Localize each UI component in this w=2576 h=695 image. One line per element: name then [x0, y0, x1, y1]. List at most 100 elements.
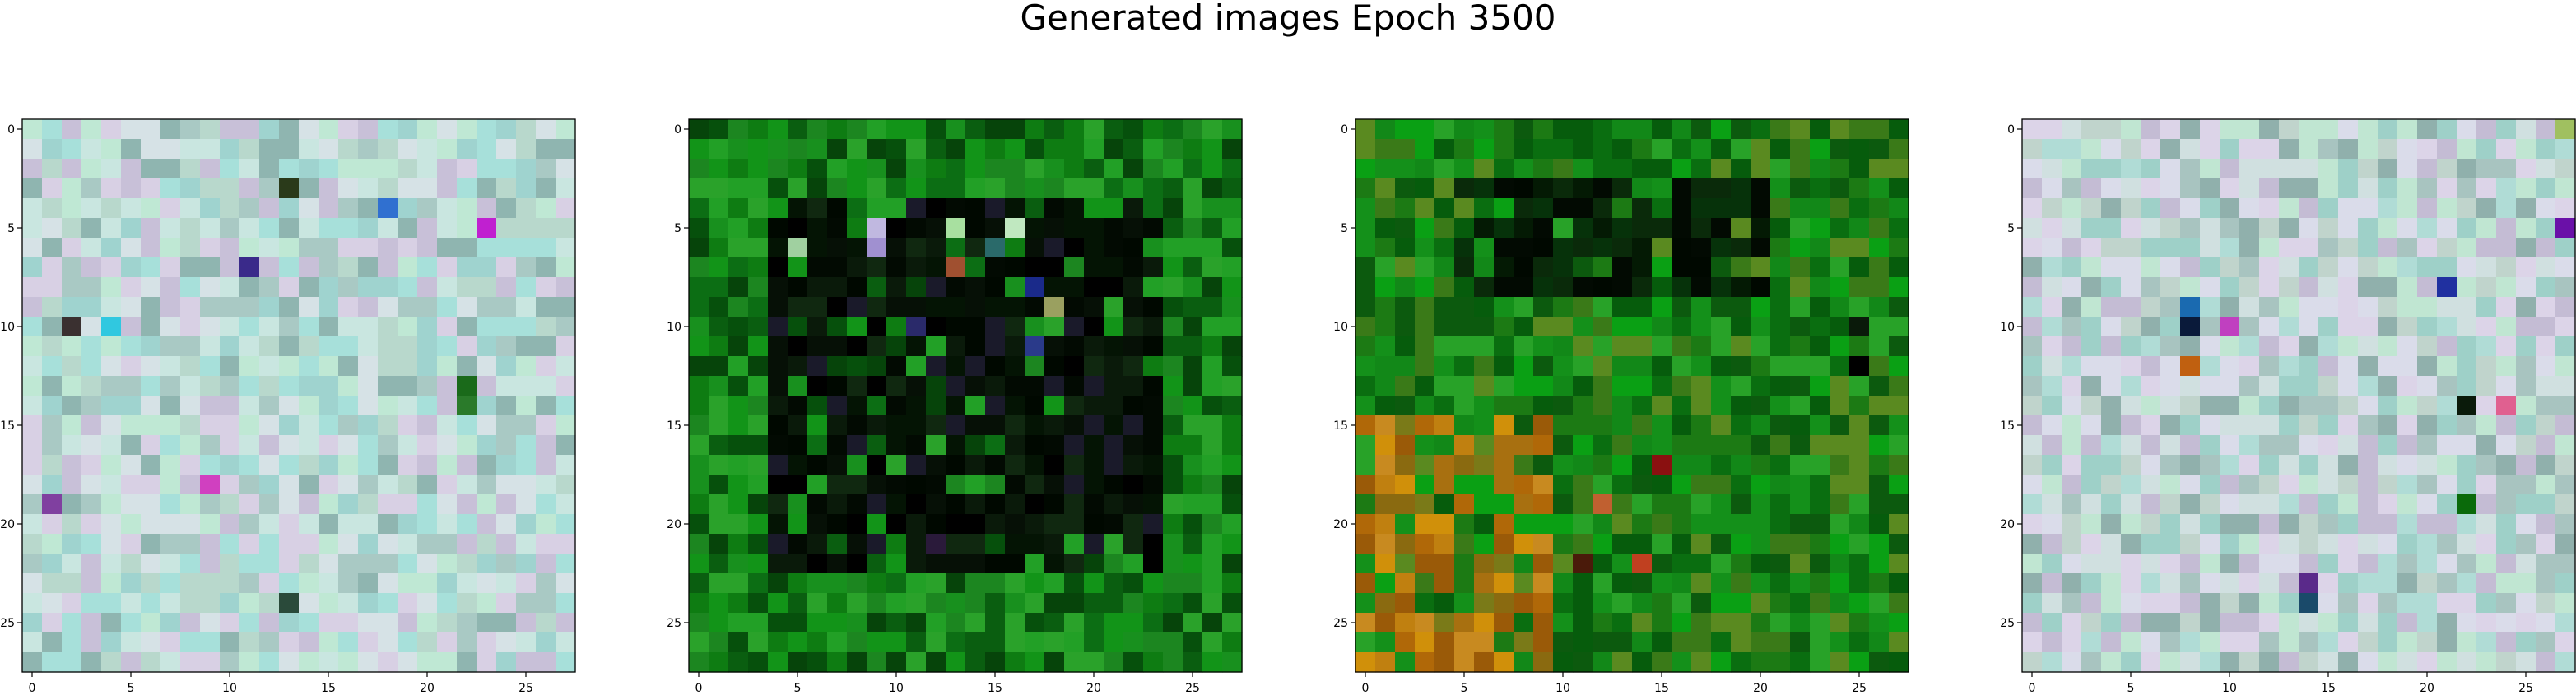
pixel-cell — [62, 396, 82, 416]
pixel-cell — [1731, 139, 1751, 160]
pixel-cell — [1533, 514, 1554, 535]
pixel-cell — [1415, 218, 1435, 239]
pixel-cell — [2536, 277, 2556, 298]
pixel-cell — [807, 554, 828, 574]
pixel-cell — [1632, 435, 1653, 456]
pixel-cell — [847, 238, 867, 258]
pixel-cell — [2555, 554, 2576, 574]
pixel-cell — [180, 159, 201, 179]
figure-title: Generated images Epoch 3500 — [1020, 0, 1556, 38]
pixel-cell — [926, 573, 946, 594]
pixel-cell — [437, 652, 458, 673]
pixel-cell — [42, 514, 63, 535]
x-tick-label: 5 — [1461, 682, 1468, 695]
pixel-cell — [338, 494, 359, 515]
pixel-cell — [1202, 534, 1223, 554]
pixel-cell — [1375, 376, 1396, 396]
pixel-cell — [417, 356, 438, 377]
pixel-cell — [358, 119, 379, 140]
pixel-cell — [1889, 554, 1909, 574]
pixel-cell — [1672, 554, 1692, 574]
pixel-cell — [1005, 297, 1025, 317]
pixel-cell — [2397, 475, 2418, 495]
pixel-cell — [1790, 652, 1811, 673]
pixel-cell — [1869, 435, 1890, 456]
pixel-cell — [1434, 652, 1455, 673]
pixel-cell — [867, 396, 887, 416]
pixel-cell — [2220, 415, 2240, 436]
pixel-cell — [279, 514, 300, 535]
pixel-cell — [259, 336, 280, 357]
pixel-cell — [1183, 632, 1203, 653]
pixel-cell — [946, 435, 966, 456]
pixel-cell — [926, 336, 946, 357]
pixel-cell — [2555, 632, 2576, 653]
pixel-cell — [768, 475, 788, 495]
pixel-cell — [965, 356, 986, 377]
pixel-cell — [728, 178, 749, 199]
pixel-cell — [22, 415, 43, 436]
pixel-cell — [180, 317, 201, 337]
pixel-cell — [1474, 534, 1495, 554]
pixel-cell — [417, 396, 438, 416]
pixel-cell — [1889, 652, 1909, 673]
pixel-cell — [2062, 593, 2082, 614]
pixel-cell — [2476, 396, 2497, 416]
pixel-cell — [2121, 652, 2141, 673]
pixel-cell — [1123, 277, 1144, 298]
pixel-cell — [1025, 494, 1045, 515]
pixel-cell — [1711, 218, 1732, 239]
pixel-cell — [946, 119, 966, 140]
pixel-cell — [1830, 178, 1850, 199]
pixel-cell — [121, 376, 142, 396]
pixel-cell — [2358, 257, 2378, 278]
pixel-cell — [378, 573, 398, 594]
pixel-cell — [1202, 396, 1223, 416]
pixel-cell — [768, 376, 788, 396]
pixel-cell — [1375, 494, 1396, 515]
pixel-cell — [689, 534, 709, 554]
pixel-cell — [2476, 277, 2497, 298]
pixel-cell — [1731, 632, 1751, 653]
y-tick-label: 25 — [667, 617, 681, 630]
pixel-cell — [1691, 277, 1712, 298]
pixel-cell — [1375, 573, 1396, 594]
pixel-cell — [2062, 534, 2082, 554]
pixel-cell — [62, 632, 82, 653]
pixel-cell — [1869, 494, 1890, 515]
pixel-cell — [1025, 514, 1045, 535]
pixel-cell — [1751, 435, 1771, 456]
pixel-cell — [1434, 534, 1455, 554]
pixel-cell — [1434, 455, 1455, 475]
pixel-cell — [1672, 317, 1692, 337]
pixel-cell — [1770, 257, 1791, 278]
pixel-cell — [457, 514, 477, 535]
pixel-cell — [1770, 475, 1791, 495]
pixel-cell — [2022, 119, 2043, 140]
pixel-cell — [2358, 178, 2378, 199]
pixel-cell — [2141, 652, 2161, 673]
pixel-cell — [2239, 238, 2260, 258]
pixel-cell — [2555, 119, 2576, 140]
pixel-cell — [2121, 356, 2141, 377]
y-tick-label: 10 — [1333, 321, 1348, 334]
pixel-cell — [2378, 198, 2398, 219]
pixel-cell — [2101, 534, 2122, 554]
pixel-cell — [2437, 297, 2457, 317]
pixel-cell — [2397, 593, 2418, 614]
pixel-cell — [121, 593, 142, 614]
pixel-cell — [417, 435, 438, 456]
pixel-cell — [279, 554, 300, 574]
pixel-cell — [886, 455, 907, 475]
pixel-cell — [906, 475, 927, 495]
pixel-cell — [2457, 238, 2477, 258]
pixel-cell — [965, 455, 986, 475]
pixel-cell — [1593, 178, 1613, 199]
pixel-cell — [1849, 336, 1870, 357]
pixel-cell — [2160, 297, 2181, 317]
pixel-cell — [1533, 297, 1554, 317]
pixel-cell — [536, 632, 556, 653]
pixel-cell — [2062, 435, 2082, 456]
pixel-cell — [101, 632, 122, 653]
pixel-cell — [259, 178, 280, 199]
